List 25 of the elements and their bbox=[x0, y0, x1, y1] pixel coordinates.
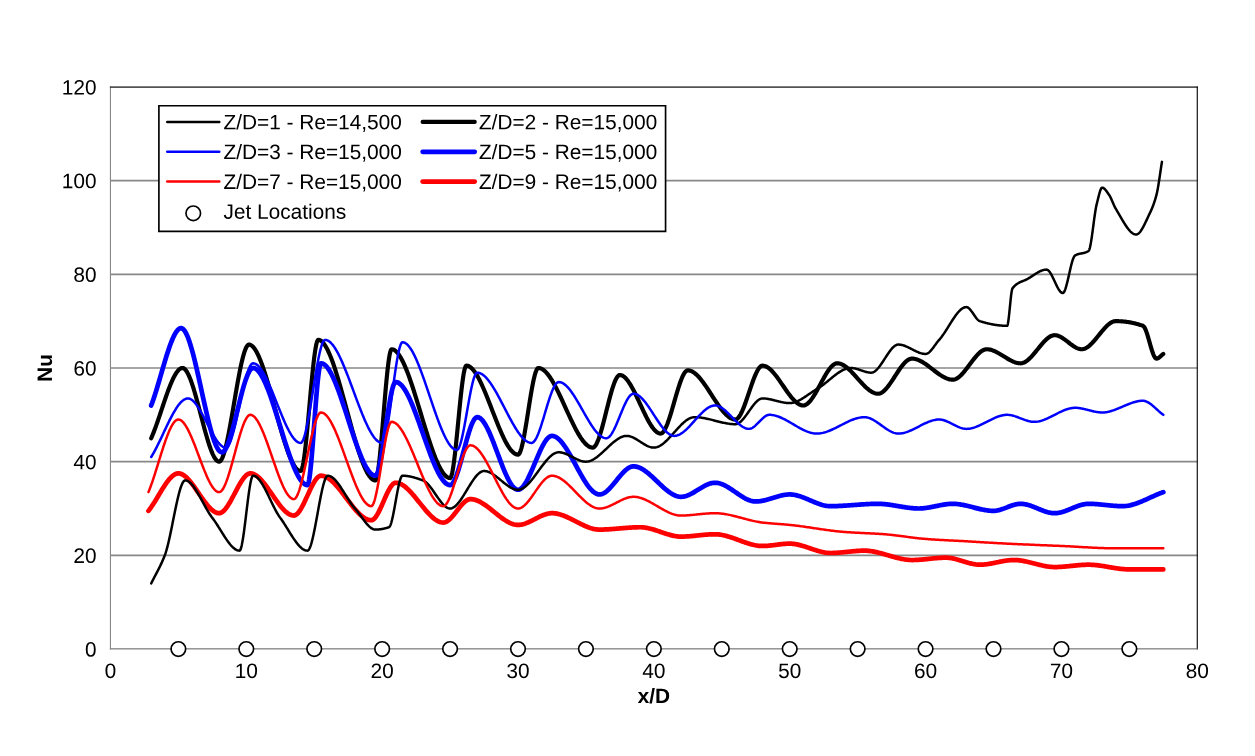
legend-label: Z/D=2 - Re=15,000 bbox=[479, 114, 657, 132]
y-tick-label: 60 bbox=[74, 360, 96, 376]
y-tick-label: 80 bbox=[74, 267, 96, 283]
legend-label: Z/D=3 - Re=15,000 bbox=[224, 143, 402, 162]
legend-label: Z/D=1 - Re=14,500 bbox=[224, 114, 402, 132]
x-tick-label: 70 bbox=[1050, 663, 1073, 679]
y-tick-label: 20 bbox=[74, 548, 96, 564]
legend-label: Z/D=9 - Re=15,000 bbox=[479, 173, 657, 192]
x-tick-label: 20 bbox=[371, 663, 393, 679]
x-tick-label: 60 bbox=[915, 663, 937, 679]
x-tick-label: 40 bbox=[642, 663, 665, 679]
x-tick-label: 30 bbox=[507, 663, 529, 679]
x-tick-label: 80 bbox=[1186, 663, 1209, 679]
x-tick-label: 10 bbox=[236, 663, 258, 679]
legend-label: Z/D=5 - Re=15,000 bbox=[479, 143, 657, 162]
y-tick-label: 40 bbox=[73, 454, 96, 470]
legend-label: Jet Locations bbox=[223, 203, 346, 219]
x-axis-title: x/D bbox=[637, 687, 670, 704]
x-tick-label: 50 bbox=[778, 663, 801, 679]
x-tick-label: 0 bbox=[105, 663, 116, 679]
y-axis-title: Nu bbox=[37, 355, 53, 381]
legend-label: Z/D=7 - Re=15,000 bbox=[224, 173, 402, 192]
y-tick-label: 0 bbox=[85, 642, 96, 657]
y-tick-label: 120 bbox=[63, 79, 96, 95]
y-tick-label: 100 bbox=[63, 173, 96, 189]
